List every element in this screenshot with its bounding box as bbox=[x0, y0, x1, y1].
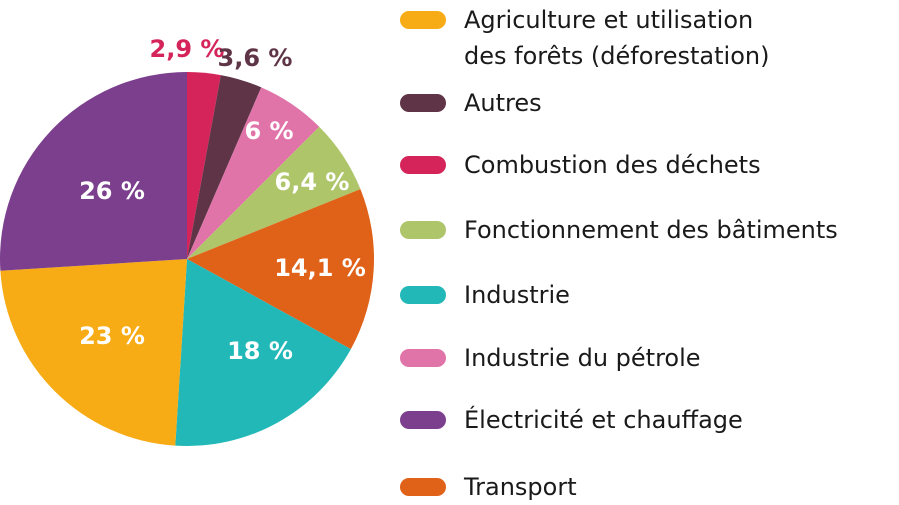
pie-slice bbox=[187, 87, 320, 259]
legend-label: Transport bbox=[464, 473, 577, 501]
legend-label: Industrie bbox=[464, 281, 570, 309]
legend-label: Fonctionnement des bâtiments bbox=[464, 216, 838, 244]
slice-value-label: 18 % bbox=[227, 337, 293, 365]
slice-value-label: 3,6 % bbox=[218, 44, 293, 72]
legend-label: Électricité et chauffage bbox=[464, 406, 743, 434]
legend-label: Combustion des déchets bbox=[464, 151, 761, 179]
legend-swatch bbox=[400, 349, 446, 367]
legend-swatch bbox=[400, 411, 446, 429]
pie-slice bbox=[175, 259, 351, 446]
legend: Agriculture et utilisation des forêts (d… bbox=[400, 0, 899, 505]
legend-item-combustion: Combustion des déchets bbox=[400, 147, 761, 183]
legend-swatch bbox=[400, 478, 446, 496]
legend-item-autres: Autres bbox=[400, 85, 542, 121]
legend-item-transport: Transport bbox=[400, 469, 577, 505]
pie-slice bbox=[187, 75, 262, 259]
pie-slice bbox=[0, 72, 187, 271]
slice-value-label: 2,9 % bbox=[150, 35, 225, 63]
legend-label: Industrie du pétrole bbox=[464, 344, 701, 372]
slice-value-label: 6 % bbox=[244, 117, 293, 145]
legend-label: Autres bbox=[464, 89, 542, 117]
pie-slice bbox=[187, 189, 375, 350]
legend-swatch bbox=[400, 221, 446, 239]
legend-swatch bbox=[400, 11, 446, 29]
legend-swatch bbox=[400, 286, 446, 304]
slice-value-label: 23 % bbox=[79, 322, 145, 350]
pie-slice bbox=[187, 72, 221, 259]
pie-slice bbox=[0, 259, 187, 446]
legend-item-agriculture: Agriculture et utilisation des forêts (d… bbox=[400, 2, 769, 74]
legend-swatch bbox=[400, 156, 446, 174]
legend-label: Agriculture et utilisation des forêts (d… bbox=[464, 6, 770, 70]
slice-value-label: 26 % bbox=[79, 177, 145, 205]
slice-value-label: 6,4 % bbox=[275, 168, 350, 196]
legend-swatch bbox=[400, 94, 446, 112]
slice-value-label: 14,1 % bbox=[274, 254, 366, 282]
legend-item-batiments: Fonctionnement des bâtiments bbox=[400, 212, 838, 248]
legend-item-electricite: Électricité et chauffage bbox=[400, 402, 743, 438]
pie-chart: 2,9 %3,6 % 6 % 6,4 % 14,1 % 18 % 23 % 26 % bbox=[0, 35, 375, 446]
legend-item-industrie: Industrie bbox=[400, 277, 570, 313]
pie-slice bbox=[187, 126, 361, 260]
legend-item-petrole: Industrie du pétrole bbox=[400, 340, 701, 376]
